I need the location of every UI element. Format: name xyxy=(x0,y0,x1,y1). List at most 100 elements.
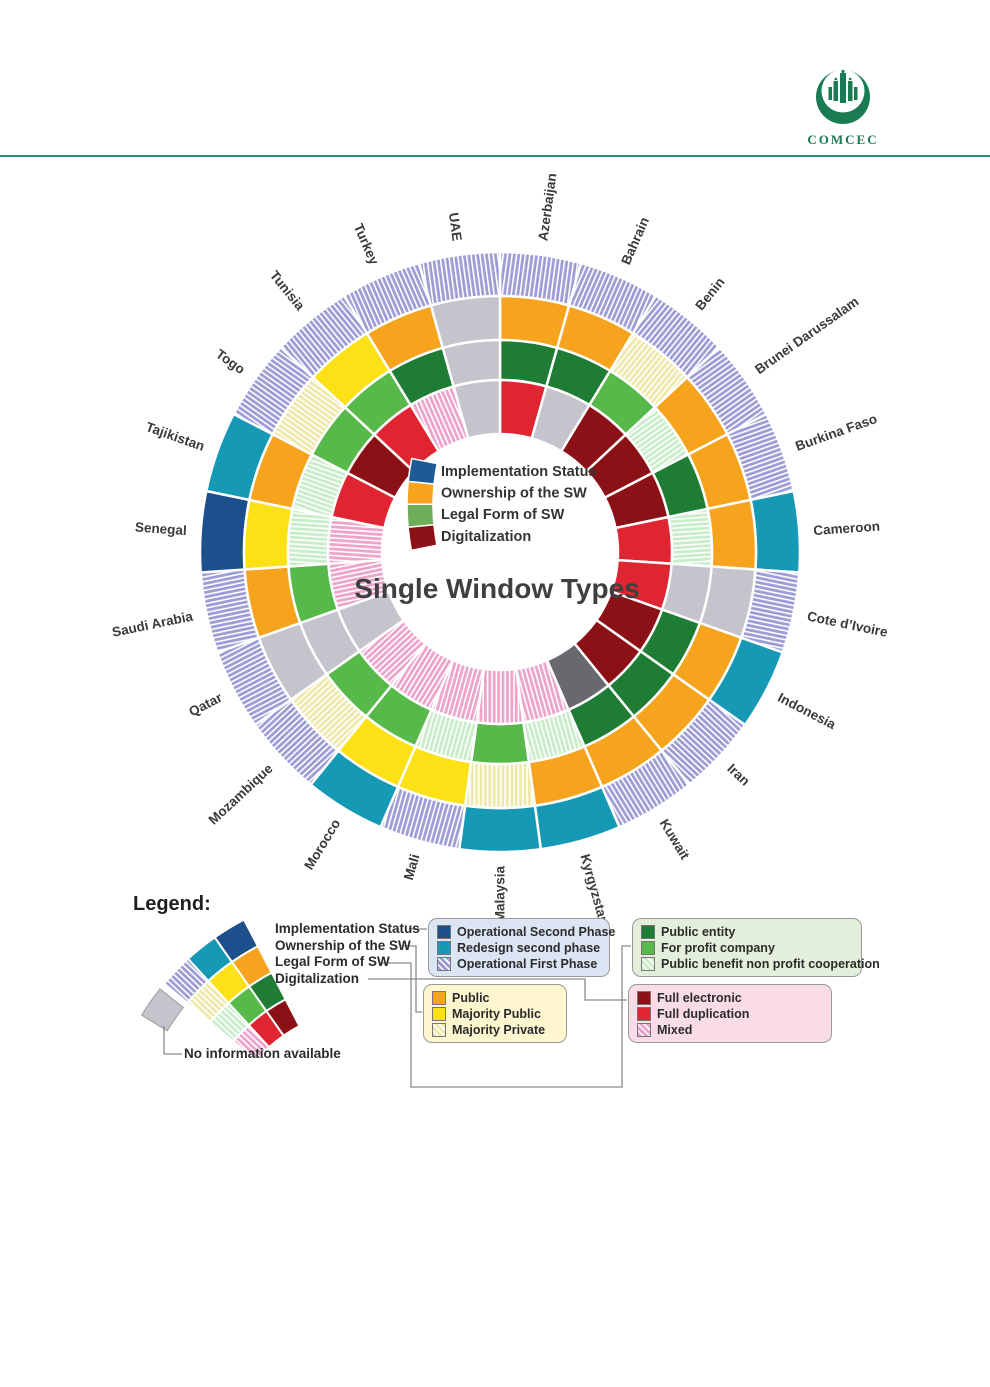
segment-senegal-legal xyxy=(286,507,334,568)
segment-malaysia-legal xyxy=(469,720,531,766)
country-label-iran: Iran xyxy=(724,761,752,789)
legend-swatch-op2 xyxy=(437,925,451,939)
legend-label-forprofit: For profit company xyxy=(661,941,775,955)
legend-label-pubbenefit: Public benefit non profit cooperation xyxy=(661,957,880,971)
ownership-box: Public Majority Public Majority Private xyxy=(423,984,567,1043)
legend-swatch-forprofit xyxy=(641,941,655,955)
connector-legal xyxy=(379,945,631,1088)
country-label-uae: UAE xyxy=(446,212,465,242)
legend-title: Legend: xyxy=(133,893,211,915)
legend-item-op1: Operational First Phase xyxy=(437,956,601,972)
legend-label-mixed: Mixed xyxy=(657,1023,693,1037)
legend-label-fulldup: Full duplication xyxy=(657,1007,750,1021)
legend-item-public: Public xyxy=(432,990,558,1006)
implementation-box: Operational Second Phase Redesign second … xyxy=(428,918,615,977)
digitalization-box: Full electronic Full duplication Mixed xyxy=(628,984,832,1043)
center-legend-label-3: Digitalization xyxy=(441,529,531,545)
legend-item-redesign: Redesign second phase xyxy=(437,940,601,956)
segment-senegal-ownership xyxy=(242,498,294,571)
country-label-bahrain: Bahrain xyxy=(618,215,652,267)
legend-item-forprofit: For profit company xyxy=(641,940,853,956)
country-label-indonesia: Indonesia xyxy=(775,690,838,733)
legend-fan-label-2: Legal Form of SW xyxy=(275,954,390,970)
segment-senegal-implementation xyxy=(198,489,251,574)
country-label-malaysia: Malaysia xyxy=(493,866,508,923)
legend-item-fulldup: Full duplication xyxy=(637,1006,823,1022)
legend-fan-cell-mixed xyxy=(231,1023,271,1063)
legal-box: Public entity For profit company Public be… xyxy=(632,918,880,977)
legend-fan-label-0: Implementation Status xyxy=(275,921,420,936)
legend-label-majpub: Majority Public xyxy=(452,1007,541,1021)
country-label-turkey: Turkey xyxy=(351,221,382,267)
legend-label-fullelec: Full electronic xyxy=(657,991,742,1005)
legend-label-op2: Operational Second Phase xyxy=(457,925,616,939)
comcec-logo: COMCEC xyxy=(799,66,887,148)
legend-swatch-mixed xyxy=(637,1023,651,1037)
segment-cameroon-implementation xyxy=(749,489,802,574)
country-label-qatar: Qatar xyxy=(186,690,225,720)
legend-fan-label-3: Digitalization xyxy=(275,970,359,986)
legend-label-op1: Operational First Phase xyxy=(457,957,598,971)
legend-fan-cell-fullelec xyxy=(264,998,301,1038)
country-label-mozambique: Mozambique xyxy=(206,760,276,827)
legend-item-pubbenefit: Public benefit non profit cooperation xyxy=(641,956,880,972)
segment-malaysia-implementation xyxy=(457,804,543,854)
legend-label-pubentity: Public entity xyxy=(661,925,736,939)
comcec-logo-text: COMCEC xyxy=(807,132,879,147)
legend-fan-labels: Implementation Status Ownership of the SW… xyxy=(275,921,420,987)
center-legend-swatch-1 xyxy=(406,480,435,506)
country-label-mali: Mali xyxy=(401,852,423,881)
legend-fan-label-1: Ownership of the SW xyxy=(275,937,411,953)
no-info-label: No information available xyxy=(184,1046,341,1061)
legend-item-pubentity: Public entity xyxy=(641,924,853,940)
country-label-benin: Benin xyxy=(692,275,727,314)
segment-cameroon-legal xyxy=(666,507,714,568)
legend-item-op2: Operational Second Phase xyxy=(437,924,615,940)
legend-item-majpub: Majority Public xyxy=(432,1006,558,1022)
country-label-brunei-darussalam: Brunei Darussalam xyxy=(752,294,861,377)
legend-item-majpriv: Majority Private xyxy=(432,1022,558,1038)
legend-swatch-majpub xyxy=(432,1007,446,1021)
center-legend-swatch-3 xyxy=(407,523,438,552)
segment-cameroon-ownership xyxy=(706,498,758,571)
country-label-senegal: Senegal xyxy=(135,520,188,538)
legend-swatch-redesign xyxy=(437,941,451,955)
legend-item-mixed: Mixed xyxy=(637,1022,823,1038)
legend-swatch-pubbenefit xyxy=(641,957,655,971)
legend-fan-cell-fulldup xyxy=(247,1009,285,1049)
legend-label-majpriv: Majority Private xyxy=(452,1023,546,1037)
center-legend-swatch-0 xyxy=(407,457,439,485)
legend-swatch-fulldup xyxy=(637,1007,651,1021)
header-divider xyxy=(0,155,990,157)
country-label-saudi-arabia: Saudi Arabia xyxy=(111,608,195,639)
legend-swatch-pubentity xyxy=(641,925,655,939)
country-label-cameroon: Cameroon xyxy=(813,519,881,539)
country-label-burkina-faso: Burkina Faso xyxy=(793,411,879,454)
chart-title: Single Window Types xyxy=(354,573,639,604)
legend-swatch-majpriv xyxy=(432,1023,446,1037)
legend-fan-no-info-wedge xyxy=(140,988,185,1032)
segment-uae-digitalization xyxy=(452,378,502,440)
country-label-tajikistan: Tajikistan xyxy=(144,419,207,454)
center-legend-label-2: Legal Form of SW xyxy=(441,507,565,523)
center-legend-swatch-2 xyxy=(406,503,435,529)
legend-item-fullelec: Full electronic xyxy=(637,990,823,1006)
country-label-togo: Togo xyxy=(213,346,248,377)
legend-label-public: Public xyxy=(452,991,490,1005)
country-label-morocco: Morocco xyxy=(301,816,343,872)
country-label-kyrgyzstan: Kyrgyzstan xyxy=(577,852,611,926)
legend-label-redesign: Redesign second phase xyxy=(457,941,601,955)
legend-swatch-public xyxy=(432,991,446,1005)
legend-swatch-fullelec xyxy=(637,991,651,1005)
country-label-tunisia: Tunisia xyxy=(267,268,308,314)
connector-digitalization xyxy=(368,978,627,1001)
comcec-crescent-icon xyxy=(816,69,870,124)
connector-no-info xyxy=(163,1026,182,1055)
legend-swatch-op1 xyxy=(437,957,451,971)
segment-malaysia-ownership xyxy=(463,760,537,810)
center-legend-label-0: Implementation Status xyxy=(441,464,597,480)
country-label-kuwait: Kuwait xyxy=(657,816,693,862)
country-label-azerbaijan: Azerbaijan xyxy=(535,172,559,242)
